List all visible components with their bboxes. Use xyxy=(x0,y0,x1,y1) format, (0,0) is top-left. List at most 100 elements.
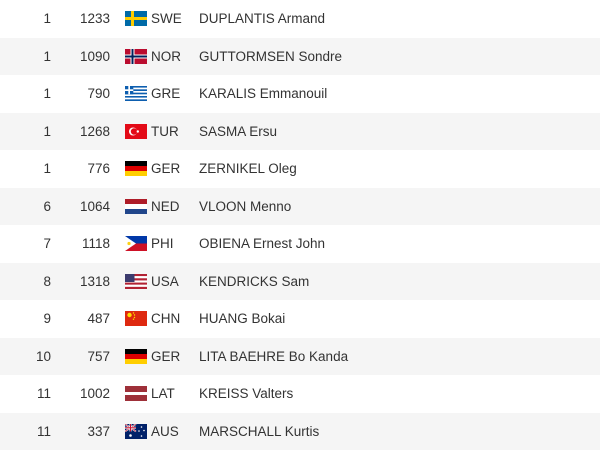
flag-shape xyxy=(125,198,147,204)
flag-shape xyxy=(125,17,147,20)
athlete-name: HUANG Bokai xyxy=(199,311,286,326)
athlete-name: KREISS Valters xyxy=(199,386,294,401)
athlete-name: KENDRICKS Sam xyxy=(199,273,310,289)
flag-shape xyxy=(125,203,147,209)
bib-number: 1318 xyxy=(79,273,110,289)
country-code: GER xyxy=(151,161,181,176)
flag-shape xyxy=(140,425,143,428)
table-row: 8 1318 USA KENDRICKS Sam xyxy=(0,262,600,300)
country-code: TUR xyxy=(151,123,179,139)
flag-shape xyxy=(136,129,139,133)
athlete-name: GUTTORMSEN Sondre xyxy=(199,48,343,64)
flag-shape xyxy=(125,358,147,364)
table-row: 11 1002 LAT KREISS Valters xyxy=(0,375,600,413)
rank: 1 xyxy=(43,86,51,101)
country-code: AUS xyxy=(151,423,179,439)
flag-shape xyxy=(133,316,136,319)
rank: 6 xyxy=(43,198,51,214)
flag-shape xyxy=(125,279,147,283)
rank: 11 xyxy=(36,386,51,401)
bib-number: 1118 xyxy=(81,236,110,251)
flag-icon xyxy=(125,86,147,101)
country-code: NOR xyxy=(151,48,181,64)
table-row: 1 776 GER ZERNIKEL Oleg xyxy=(0,150,600,188)
country-code: NED xyxy=(151,198,180,214)
flag-shape xyxy=(125,284,147,287)
country-code: USA xyxy=(151,273,179,289)
flag-shape xyxy=(125,96,147,98)
rank: 10 xyxy=(35,348,51,364)
table-row: 1 790 GRE KARALIS Emmanouil xyxy=(0,75,600,113)
flag-shape xyxy=(138,429,140,432)
country-code: PHI xyxy=(151,236,174,251)
flag-shape xyxy=(125,87,147,90)
flag-icon xyxy=(125,236,147,251)
bib-number: 1233 xyxy=(79,11,110,26)
bib-number: 1090 xyxy=(79,48,110,64)
flag-icon xyxy=(125,348,147,364)
flag-icon xyxy=(125,386,147,401)
bib-number: 337 xyxy=(87,423,110,439)
athlete-name: VLOON Menno xyxy=(199,198,292,214)
rank: 1 xyxy=(43,48,51,64)
flag-shape xyxy=(125,94,147,97)
flag-shape xyxy=(125,171,147,176)
flag-shape xyxy=(125,208,147,214)
flag-icon xyxy=(125,273,147,289)
athlete-name: KARALIS Emmanouil xyxy=(199,86,328,101)
flag-shape xyxy=(125,243,147,251)
flag-icon xyxy=(125,423,147,439)
rank: 1 xyxy=(43,11,51,26)
flag-shape xyxy=(125,236,147,244)
flag-shape xyxy=(125,161,147,167)
flag-shape xyxy=(125,91,147,93)
flag-shape xyxy=(125,89,134,91)
flag-icon xyxy=(125,48,147,64)
flag-shape xyxy=(125,275,147,278)
rank: 7 xyxy=(43,236,51,251)
flag-icon xyxy=(125,11,147,26)
table-row: 9 487 CHN HUANG Bokai xyxy=(0,300,600,338)
table-row: 6 1064 NED VLOON Menno xyxy=(0,187,600,225)
flag-shape xyxy=(125,273,147,276)
flag-shape xyxy=(129,433,132,437)
flag-shape xyxy=(132,318,135,320)
flag-shape xyxy=(125,92,147,95)
table-row: 11 337 AUS MARSCHALL Kurtis xyxy=(0,412,600,450)
bib-number: 1064 xyxy=(79,198,110,214)
rank: 8 xyxy=(43,273,51,289)
rank: 1 xyxy=(43,123,51,139)
flag-icon xyxy=(125,161,147,176)
flag-shape xyxy=(143,429,145,431)
bib-number: 1002 xyxy=(79,386,110,401)
flag-shape xyxy=(125,97,147,100)
table-row: 1 1233 SWE DUPLANTIS Armand xyxy=(0,0,600,38)
country-code: LAT xyxy=(151,386,175,401)
athlete-name: OBIENA Ernest John xyxy=(199,236,326,251)
flag-shape xyxy=(130,127,138,135)
flag-shape xyxy=(140,434,143,437)
bib-number: 790 xyxy=(87,86,110,101)
athlete-name: ZERNIKEL Oleg xyxy=(199,161,297,176)
flag-shape xyxy=(125,273,135,282)
flag-shape xyxy=(127,312,132,318)
flag-shape xyxy=(125,392,147,395)
bib-number: 1268 xyxy=(79,123,110,139)
flag-icon xyxy=(125,311,147,326)
flag-shape xyxy=(125,426,136,428)
flag-shape xyxy=(133,314,136,316)
country-code: CHN xyxy=(151,311,181,326)
flag-shape xyxy=(125,99,147,101)
rank: 1 xyxy=(43,161,51,176)
table-row: 7 1118 PHI OBIENA Ernest John xyxy=(0,225,600,263)
athlete-name: MARSCHALL Kurtis xyxy=(199,423,320,439)
flag-shape xyxy=(125,89,147,92)
flag-shape xyxy=(125,277,147,281)
bib-number: 487 xyxy=(87,311,110,326)
flag-shape xyxy=(125,353,147,359)
rank: 9 xyxy=(43,311,51,326)
bib-number: 776 xyxy=(87,161,110,176)
flag-shape xyxy=(125,55,147,57)
flag-shape xyxy=(127,241,131,246)
